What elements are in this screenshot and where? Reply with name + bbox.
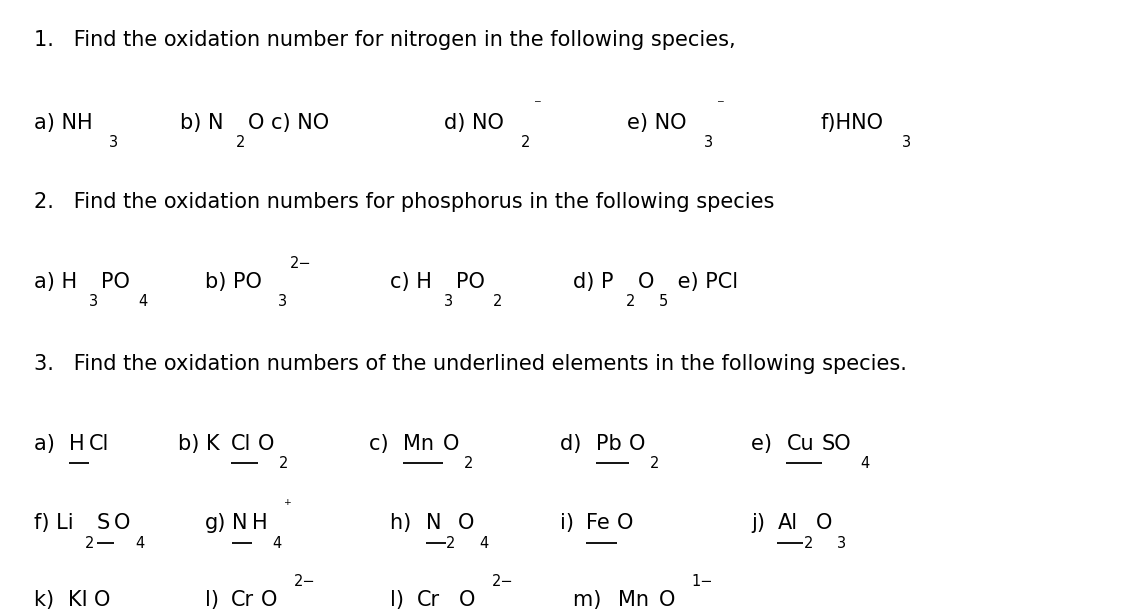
Text: c) H: c) H bbox=[390, 272, 432, 292]
Text: 2−: 2− bbox=[290, 256, 311, 271]
Text: KI: KI bbox=[69, 590, 88, 610]
Text: O: O bbox=[93, 590, 110, 610]
Text: Mn: Mn bbox=[402, 434, 434, 454]
Text: 2−: 2− bbox=[294, 574, 316, 589]
Text: Cl: Cl bbox=[90, 434, 110, 454]
Text: 2: 2 bbox=[446, 536, 455, 551]
Text: 3: 3 bbox=[836, 536, 845, 551]
Text: Al: Al bbox=[778, 513, 798, 534]
Text: d) NO: d) NO bbox=[444, 113, 504, 133]
Text: Cl: Cl bbox=[232, 434, 252, 454]
Text: b) K: b) K bbox=[178, 434, 219, 454]
Text: O: O bbox=[629, 434, 645, 454]
Text: O: O bbox=[637, 272, 654, 292]
Text: d): d) bbox=[560, 434, 588, 454]
Text: 1−: 1− bbox=[691, 574, 713, 589]
Text: Cu: Cu bbox=[787, 434, 814, 454]
Text: 3: 3 bbox=[278, 294, 287, 309]
Text: 3.   Find the oxidation numbers of the underlined elements in the following spec: 3. Find the oxidation numbers of the und… bbox=[34, 354, 907, 375]
Text: j): j) bbox=[751, 513, 771, 534]
Text: O: O bbox=[257, 434, 274, 454]
Text: 2: 2 bbox=[651, 456, 660, 471]
Text: 2: 2 bbox=[493, 294, 502, 309]
Text: 2−: 2− bbox=[492, 574, 514, 589]
Text: g): g) bbox=[205, 513, 226, 534]
Text: f)HNO: f)HNO bbox=[821, 113, 883, 133]
Text: ⁻: ⁻ bbox=[533, 97, 541, 112]
Text: N: N bbox=[426, 513, 442, 534]
Text: Cr: Cr bbox=[232, 590, 254, 610]
Text: 4: 4 bbox=[860, 456, 870, 471]
Text: 2: 2 bbox=[236, 135, 245, 150]
Text: Cr: Cr bbox=[417, 590, 439, 610]
Text: e) PCl: e) PCl bbox=[671, 272, 737, 292]
Text: l): l) bbox=[205, 590, 225, 610]
Text: 4: 4 bbox=[272, 536, 281, 551]
Text: h): h) bbox=[390, 513, 418, 534]
Text: k): k) bbox=[34, 590, 61, 610]
Text: Mn: Mn bbox=[618, 590, 650, 610]
Text: O: O bbox=[459, 513, 474, 534]
Text: SO: SO bbox=[822, 434, 852, 454]
Text: N: N bbox=[233, 513, 247, 534]
Text: Fe: Fe bbox=[587, 513, 610, 534]
Text: 3: 3 bbox=[901, 135, 910, 150]
Text: a): a) bbox=[34, 434, 61, 454]
Text: 3: 3 bbox=[704, 135, 713, 150]
Text: 1.   Find the oxidation number for nitrogen in the following species,: 1. Find the oxidation number for nitroge… bbox=[34, 30, 735, 50]
Text: O: O bbox=[443, 434, 459, 454]
Text: O: O bbox=[816, 513, 832, 534]
Text: e) NO: e) NO bbox=[627, 113, 687, 133]
Text: f) Li: f) Li bbox=[34, 513, 73, 534]
Text: 2: 2 bbox=[625, 294, 635, 309]
Text: c): c) bbox=[369, 434, 395, 454]
Text: 3: 3 bbox=[90, 294, 99, 309]
Text: O: O bbox=[114, 513, 130, 534]
Text: PO: PO bbox=[456, 272, 484, 292]
Text: PO: PO bbox=[101, 272, 130, 292]
Text: 2: 2 bbox=[804, 536, 813, 551]
Text: 4: 4 bbox=[479, 536, 489, 551]
Text: 2: 2 bbox=[522, 135, 531, 150]
Text: b) PO: b) PO bbox=[205, 272, 262, 292]
Text: O: O bbox=[659, 590, 674, 610]
Text: 3: 3 bbox=[109, 135, 118, 150]
Text: O c) NO: O c) NO bbox=[248, 113, 329, 133]
Text: a) NH: a) NH bbox=[34, 113, 92, 133]
Text: 4: 4 bbox=[138, 294, 147, 309]
Text: i): i) bbox=[560, 513, 580, 534]
Text: H: H bbox=[70, 434, 84, 454]
Text: 2: 2 bbox=[464, 456, 473, 471]
Text: ⁻: ⁻ bbox=[716, 97, 724, 112]
Text: O: O bbox=[261, 590, 278, 610]
Text: b) N: b) N bbox=[180, 113, 224, 133]
Text: O: O bbox=[459, 590, 475, 610]
Text: ⁺: ⁺ bbox=[284, 498, 292, 513]
Text: 3: 3 bbox=[444, 294, 453, 309]
Text: d) P: d) P bbox=[573, 272, 614, 292]
Text: H: H bbox=[252, 513, 268, 534]
Text: a) H: a) H bbox=[34, 272, 76, 292]
Text: 2: 2 bbox=[279, 456, 288, 471]
Text: m): m) bbox=[573, 590, 608, 610]
Text: 4: 4 bbox=[135, 536, 144, 551]
Text: l): l) bbox=[390, 590, 410, 610]
Text: S: S bbox=[97, 513, 110, 534]
Text: 2.   Find the oxidation numbers for phosphorus in the following species: 2. Find the oxidation numbers for phosph… bbox=[34, 192, 774, 212]
Text: O: O bbox=[617, 513, 634, 534]
Text: e): e) bbox=[751, 434, 779, 454]
Text: 5: 5 bbox=[659, 294, 668, 309]
Text: 2: 2 bbox=[84, 536, 94, 551]
Text: Pb: Pb bbox=[596, 434, 622, 454]
